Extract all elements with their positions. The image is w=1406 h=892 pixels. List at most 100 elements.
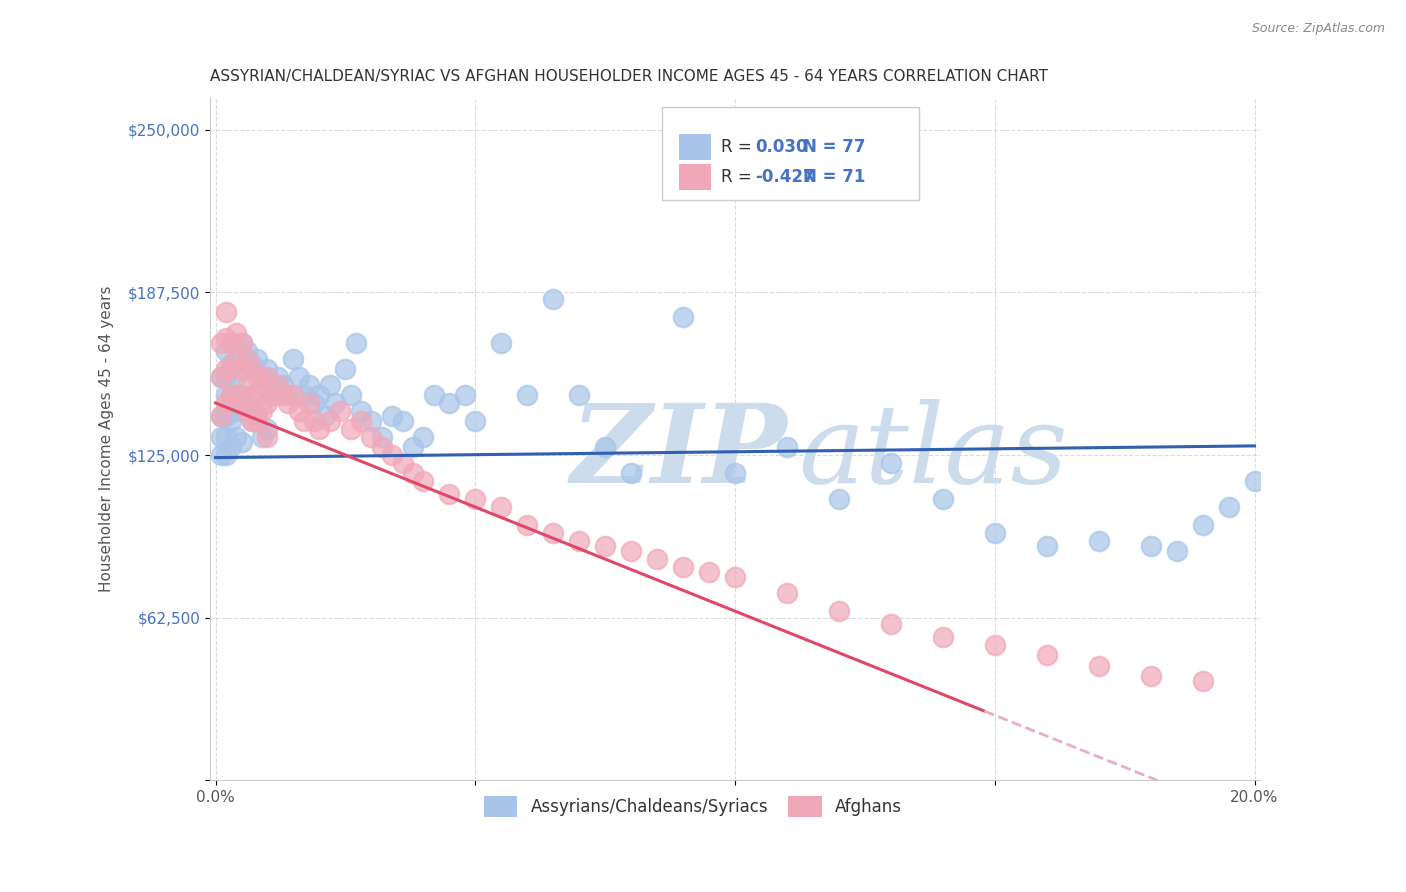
Point [215, 430, 238, 444]
Point [209, 370, 232, 384]
Point [541, 526, 564, 541]
Point [225, 370, 247, 384]
Text: atlas: atlas [799, 399, 1067, 506]
Point [360, 430, 382, 444]
Point [256, 430, 278, 444]
Point [209, 430, 232, 444]
Point [287, 404, 309, 418]
Text: N = 77: N = 77 [803, 138, 866, 156]
Point [1087, 658, 1109, 673]
Point [516, 518, 538, 533]
Point [724, 570, 747, 584]
Point [335, 362, 357, 376]
Point [541, 292, 564, 306]
Text: R =: R = [721, 168, 758, 186]
Point [1243, 474, 1265, 488]
Point [252, 370, 274, 384]
Point [225, 430, 247, 444]
Point [219, 440, 242, 454]
Point [209, 409, 232, 423]
Point [319, 377, 342, 392]
Point [219, 336, 242, 351]
Point [219, 388, 242, 402]
Point [235, 343, 257, 358]
Point [256, 422, 278, 436]
Point [880, 456, 903, 470]
Point [252, 430, 274, 444]
Point [246, 351, 269, 366]
Point [262, 388, 284, 402]
Point [776, 440, 799, 454]
Point [308, 388, 330, 402]
Point [225, 388, 247, 402]
Point [287, 370, 309, 384]
Point [231, 388, 253, 402]
Point [439, 396, 461, 410]
Point [1191, 518, 1213, 533]
Point [672, 560, 695, 574]
Point [672, 310, 695, 324]
Text: N = 71: N = 71 [803, 168, 866, 186]
Point [724, 467, 747, 481]
Point [271, 377, 294, 392]
Point [256, 370, 278, 384]
Point [304, 414, 326, 428]
Text: Source: ZipAtlas.com: Source: ZipAtlas.com [1251, 22, 1385, 36]
Point [880, 617, 903, 632]
Point [491, 336, 513, 351]
Point [412, 430, 434, 444]
Point [271, 388, 294, 402]
Point [932, 492, 955, 507]
Point [1218, 500, 1240, 514]
Point [240, 362, 263, 376]
Point [231, 336, 253, 351]
Point [298, 396, 321, 410]
Point [215, 388, 238, 402]
Point [240, 414, 263, 428]
Point [231, 336, 253, 351]
Point [381, 409, 404, 423]
Point [350, 404, 373, 418]
Point [240, 414, 263, 428]
Point [984, 638, 1007, 652]
Point [454, 388, 477, 402]
Text: ASSYRIAN/CHALDEAN/SYRIAC VS AFGHAN HOUSEHOLDER INCOME AGES 45 - 64 YEARS CORRELA: ASSYRIAN/CHALDEAN/SYRIAC VS AFGHAN HOUSE… [211, 69, 1049, 84]
Point [267, 377, 290, 392]
Point [371, 430, 394, 444]
FancyBboxPatch shape [679, 134, 711, 161]
Point [344, 336, 367, 351]
Point [219, 388, 242, 402]
Point [225, 404, 247, 418]
Point [620, 467, 643, 481]
Point [593, 440, 616, 454]
Point [314, 409, 336, 423]
Point [593, 539, 616, 553]
Point [219, 414, 242, 428]
Point [1166, 544, 1188, 558]
Point [412, 474, 434, 488]
Point [215, 362, 238, 376]
Point [215, 331, 238, 345]
Point [283, 388, 305, 402]
Point [235, 351, 257, 366]
Text: 0.030: 0.030 [755, 138, 807, 156]
Point [319, 414, 342, 428]
Point [246, 388, 269, 402]
Point [283, 351, 305, 366]
Point [1035, 539, 1057, 553]
Point [240, 357, 263, 371]
Point [225, 351, 247, 366]
Point [215, 409, 238, 423]
Point [439, 487, 461, 501]
Point [339, 422, 361, 436]
Point [360, 414, 382, 428]
Point [381, 448, 404, 462]
Point [240, 388, 263, 402]
Point [371, 440, 394, 454]
Point [225, 326, 247, 340]
Point [215, 305, 238, 319]
Point [231, 362, 253, 376]
Point [246, 409, 269, 423]
Point [215, 370, 238, 384]
FancyBboxPatch shape [679, 164, 711, 190]
